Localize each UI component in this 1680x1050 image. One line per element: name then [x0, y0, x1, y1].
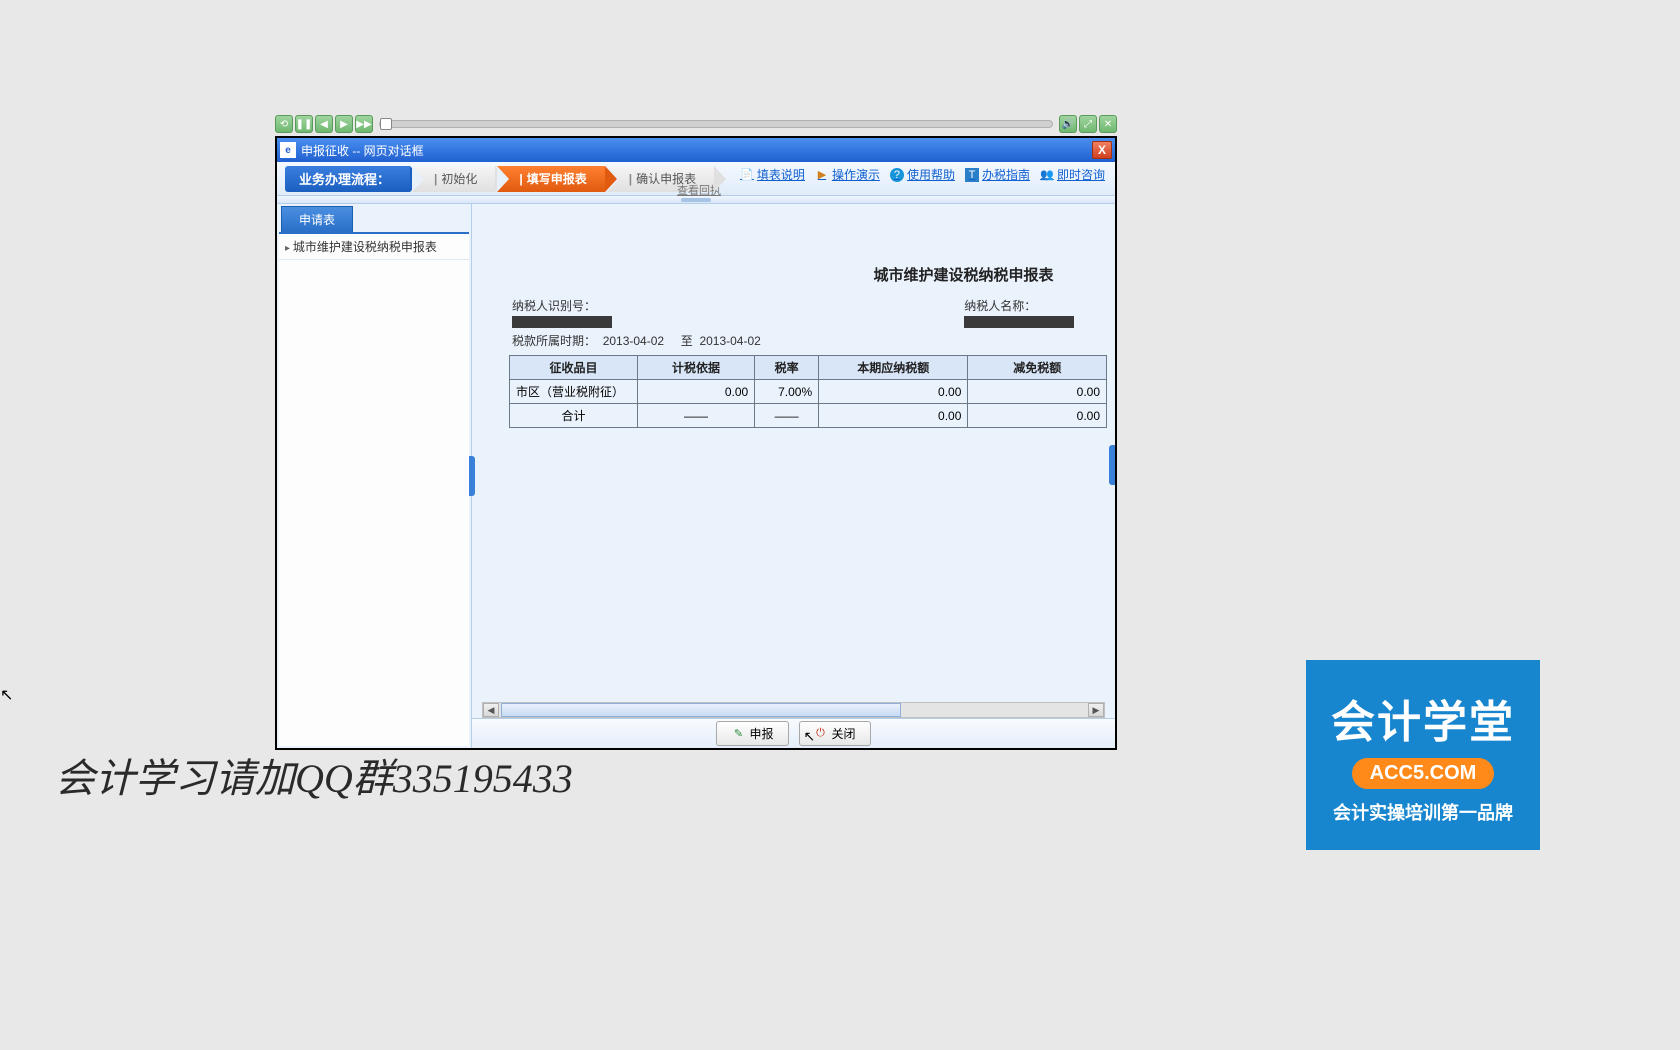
footer-bar: ✎ 申报 ⏻ 关闭 ↖ [472, 718, 1115, 748]
brand-subtitle: 会计实操培训第一品牌 [1333, 799, 1513, 825]
app-icon: e [280, 142, 296, 158]
link-text: 即时咨询 [1057, 166, 1105, 183]
qq-group-overlay: 会计学习请加QQ群335195433 [55, 746, 573, 804]
consult-icon: 👥 [1040, 168, 1054, 182]
guide-icon: T [965, 168, 979, 182]
col-item: 征收品目 [510, 356, 638, 380]
meta-row-1: 纳税人识别号： 纳税人名称： [512, 297, 1105, 328]
step-back-button[interactable]: ◀ [315, 115, 333, 133]
cell-total-exempt: 0.00 [968, 404, 1107, 428]
dialog-inner: e 申报征收 -- 网页对话框 X 业务办理流程： |初始化 |填写申报表 |确… [277, 138, 1115, 748]
flow-step-fill[interactable]: |填写申报表 [497, 166, 604, 192]
window-close-button[interactable]: X [1092, 141, 1112, 159]
play-button[interactable]: ▶▶ [355, 115, 373, 133]
table-header-row: 征收品目 计税依据 税率 本期应纳税额 减免税额 [510, 356, 1107, 380]
progress-track[interactable] [379, 120, 1053, 128]
guide-link[interactable]: T办税指南 [965, 166, 1030, 183]
col-due: 本期应纳税额 [819, 356, 968, 380]
link-text: 操作演示 [832, 166, 880, 183]
submit-label: 申报 [749, 725, 773, 742]
period-to: 2013-04-02 [699, 334, 760, 348]
flow-label: 业务办理流程： [285, 166, 410, 192]
content-area: 申请表 城市维护建设税纳税申报表 城市维护建设税纳税申报表 纳税人识别号： [277, 204, 1115, 748]
taxpayer-id-value [512, 316, 612, 328]
cell-total-rate: —— [755, 404, 819, 428]
help-icon: ? [890, 168, 904, 182]
sound-button[interactable]: 🔊 [1059, 115, 1077, 133]
refresh-button[interactable]: ⟲ [275, 115, 293, 133]
link-text: 使用帮助 [907, 166, 955, 183]
submit-button[interactable]: ✎ 申报 [716, 721, 788, 746]
period-to-word: 至 [681, 334, 693, 348]
col-exempt: 减免税额 [968, 356, 1107, 380]
submit-icon: ✎ [731, 727, 745, 741]
doc-icon: 📄 [740, 168, 754, 182]
play-icon: ▶ [815, 168, 829, 182]
link-text: 填表说明 [757, 166, 805, 183]
link-text: 办税指南 [982, 166, 1030, 183]
flow-step-init[interactable]: |初始化 [412, 166, 495, 192]
help-link[interactable]: ?使用帮助 [890, 166, 955, 183]
help-links: 📄填表说明 ▶操作演示 ?使用帮助 T办税指南 👥即时咨询 [740, 166, 1105, 183]
flow-step-text: 初始化 [441, 170, 477, 187]
table-row[interactable]: 市区（营业税附征） 0.00 7.00% 0.00 0.00 [510, 380, 1107, 404]
taxpayer-id-label: 纳税人识别号： [512, 299, 596, 313]
cell-item: 市区（营业税附征） [510, 380, 638, 404]
close-label: 关闭 [832, 725, 856, 742]
close-player-button[interactable]: ✕ [1099, 115, 1117, 133]
flow-step-text: 填写申报表 [527, 170, 587, 187]
col-rate: 税率 [755, 356, 819, 380]
fill-instructions-link[interactable]: 📄填表说明 [740, 166, 805, 183]
flow-toolbar: 业务办理流程： |初始化 |填写申报表 |确认申报表 查看回执 📄填表说明 ▶操… [277, 162, 1115, 196]
cell-due: 0.00 [819, 380, 968, 404]
meta-row-2: 税款所属时期： 2013-04-02 至 2013-04-02 [512, 332, 1105, 349]
cell-total-due: 0.00 [819, 404, 968, 428]
desktop-cursor: ↖ [0, 685, 13, 705]
period-label: 税款所属时期： [512, 334, 596, 348]
step-fwd-button[interactable]: ▶ [335, 115, 353, 133]
cell-exempt: 0.00 [968, 380, 1107, 404]
brand-watermark: 会计学堂 ACC5.COM 会计实操培训第一品牌 [1306, 660, 1540, 850]
player-container: ⟲ ❚❚ ◀ ▶ ▶▶ 🔊 ⤢ ✕ e 申报征收 -- 网页对话框 X 业务办理… [275, 115, 1117, 750]
progress-handle[interactable] [380, 118, 392, 130]
pause-button[interactable]: ❚❚ [295, 115, 313, 133]
close-button[interactable]: ⏻ 关闭 ↖ [799, 721, 871, 746]
sidebar-body: 城市维护建设税纳税申报表 [279, 232, 469, 746]
scroll-right-button[interactable]: ▶ [1088, 703, 1104, 717]
consult-link[interactable]: 👥即时咨询 [1040, 166, 1105, 183]
cell-basis[interactable]: 0.00 [637, 380, 754, 404]
scroll-thumb[interactable] [501, 703, 901, 717]
brand-domain: ACC5.COM [1352, 758, 1495, 789]
sidebar-tab-application[interactable]: 申请表 [281, 206, 353, 232]
form-scroll: 城市维护建设税纳税申报表 纳税人识别号： 纳税人名称： 税款所属时期： 2013… [472, 204, 1115, 702]
player-controls: ⟲ ❚❚ ◀ ▶ ▶▶ 🔊 ⤢ ✕ [275, 115, 1117, 133]
tree-item-form[interactable]: 城市维护建设税纳税申报表 [279, 234, 469, 260]
dialog-window: e 申报征收 -- 网页对话框 X 业务办理流程： |初始化 |填写申报表 |确… [275, 136, 1117, 750]
form-wrap: 城市维护建设税纳税申报表 纳税人识别号： 纳税人名称： 税款所属时期： 2013… [482, 264, 1105, 428]
window-title: 申报征收 -- 网页对话框 [301, 142, 424, 159]
taxpayer-name-value [964, 316, 1074, 328]
horizontal-scrollbar[interactable]: ◀ ▶ [482, 702, 1105, 718]
cell-total-basis: —— [637, 404, 754, 428]
form-title: 城市维护建设税纳税申报表 [822, 264, 1105, 285]
scroll-left-button[interactable]: ◀ [483, 703, 499, 717]
period-from: 2013-04-02 [603, 334, 664, 348]
demo-link[interactable]: ▶操作演示 [815, 166, 880, 183]
sidebar: 申请表 城市维护建设税纳税申报表 [277, 204, 472, 748]
tax-table: 征收品目 计税依据 税率 本期应纳税额 减免税额 市区（ [509, 355, 1107, 428]
close-icon: ⏻ [814, 727, 828, 741]
fullscreen-button[interactable]: ⤢ [1079, 115, 1097, 133]
table-row-total: 合计 —— —— 0.00 0.00 [510, 404, 1107, 428]
main-panel: 城市维护建设税纳税申报表 纳税人识别号： 纳税人名称： 税款所属时期： 2013… [472, 204, 1115, 748]
cell-rate: 7.00% [755, 380, 819, 404]
brand-title: 会计学堂 [1331, 686, 1515, 750]
taxpayer-name-label: 纳税人名称： [964, 299, 1036, 313]
titlebar: e 申报征收 -- 网页对话框 X [277, 138, 1115, 162]
col-basis: 计税依据 [637, 356, 754, 380]
cell-total-label: 合计 [510, 404, 638, 428]
